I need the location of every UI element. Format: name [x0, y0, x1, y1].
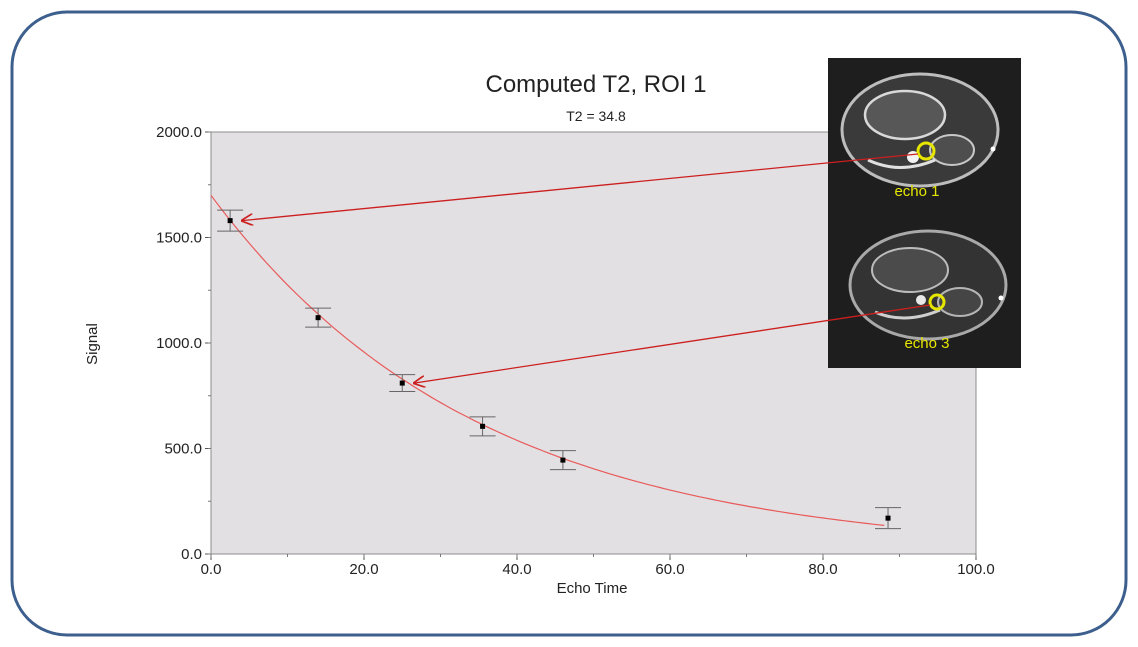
axes: 0.0 20.0 40.0 60.0 80.0 100.0 0.0 500.0 1000.0 15…: [156, 124, 995, 578]
data-marker: [227, 218, 233, 224]
data-point-2: [305, 307, 332, 328]
roi-circle-echo-1: [916, 141, 936, 161]
y-tick-label: 2000.0: [156, 124, 202, 141]
data-point-5: [549, 450, 576, 471]
data-marker: [560, 457, 566, 463]
x-tick-label: 40.0: [502, 561, 531, 578]
y-tick-label: 1500.0: [156, 230, 202, 247]
mri-inset-panel: echo 1 echo 3: [828, 58, 1021, 368]
chart-subtitle: T2 = 34.8: [566, 108, 626, 124]
y-tick-label: 1000.0: [156, 335, 202, 352]
arrow-echo-1: [242, 153, 919, 221]
chart-title: Computed T2, ROI 1: [486, 71, 707, 98]
data-points-layer: [217, 209, 902, 530]
x-tick-label: 20.0: [349, 561, 378, 578]
mri-slice-echo-1: [840, 72, 1000, 188]
x-axis-label: Echo Time: [557, 580, 628, 597]
data-marker: [885, 515, 891, 521]
roi-circle-echo-3: [928, 293, 946, 311]
y-axis-label: Signal: [84, 323, 101, 365]
echo-1-label: echo 1: [894, 183, 939, 200]
fit-curve: [210, 194, 885, 526]
annotation-arrows: [242, 153, 931, 383]
x-tick-label: 100.0: [957, 561, 995, 578]
data-point-3: [389, 374, 416, 393]
x-tick-label: 80.0: [808, 561, 837, 578]
fit-layer: [210, 194, 885, 526]
y-tick-label: 500.0: [164, 441, 202, 458]
echo-3-label: echo 3: [904, 335, 949, 352]
data-point-4: [469, 416, 496, 437]
x-tick-label: 60.0: [655, 561, 684, 578]
mri-slice-echo-3: [848, 229, 1008, 341]
y-tick-label: 0.0: [181, 546, 202, 563]
data-point-1: [217, 209, 244, 232]
data-marker: [399, 380, 405, 386]
data-marker: [480, 423, 486, 429]
data-marker: [315, 315, 321, 321]
arrow-echo-3: [414, 304, 931, 383]
x-tick-label: 0.0: [201, 561, 222, 578]
data-point-6: [875, 507, 902, 530]
